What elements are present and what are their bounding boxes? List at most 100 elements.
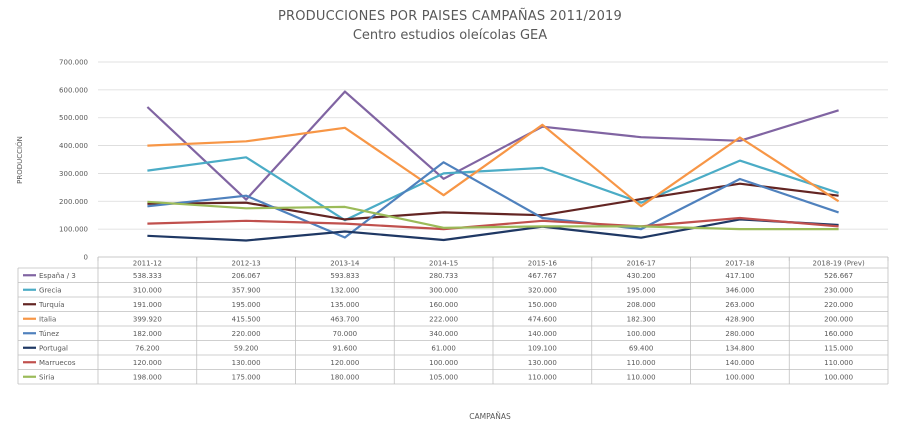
data-label: 417.100 (725, 272, 754, 280)
x-tick-label: 2016-17 (627, 260, 656, 268)
series-line (147, 156, 839, 222)
data-label: 593.833 (330, 272, 359, 280)
chart-title: PRODUCCIONES POR PAISES CAMPAÑAS 2011/20… (277, 9, 623, 24)
y-tick-label: 600.000 (59, 86, 88, 94)
data-label: 69.400 (629, 344, 654, 352)
data-label: 538.333 (133, 272, 162, 280)
data-label: 463.700 (330, 315, 359, 323)
x-tick-label: 2018-19 (Prev) (813, 260, 865, 268)
data-label: 222.000 (429, 315, 458, 323)
data-label: 195.000 (232, 301, 261, 309)
data-label: 340.000 (429, 330, 458, 338)
data-label: 76.200 (135, 344, 160, 352)
data-label: 110.000 (627, 359, 656, 367)
data-label: 182.300 (627, 315, 656, 323)
chart-subtitle: Centro estudios oleícolas GEA (352, 28, 548, 43)
data-label: 320.000 (528, 286, 557, 294)
series-line (147, 161, 839, 239)
data-label: 526.667 (824, 272, 853, 280)
data-label: 134.800 (725, 344, 754, 352)
y-tick-label: 100.000 (59, 226, 88, 234)
data-label: 100.000 (725, 373, 754, 381)
data-label: 399.920 (133, 315, 162, 323)
series-line (147, 218, 839, 242)
data-label: 206.067 (232, 272, 261, 280)
data-label: 467.767 (528, 272, 557, 280)
y-axis-label: PRODUCCIÓN (15, 136, 24, 184)
data-label: 61.000 (431, 344, 456, 352)
data-label: 115.000 (824, 344, 853, 352)
data-label: 182.000 (133, 330, 162, 338)
data-label: 110.000 (824, 359, 853, 367)
y-tick-label: 700.000 (59, 59, 88, 67)
data-label: 280.733 (429, 272, 458, 280)
legend-entry: Marruecos (39, 359, 76, 367)
y-tick-label: 0 (84, 254, 88, 262)
data-label: 208.000 (627, 301, 656, 309)
data-label: 230.000 (824, 286, 853, 294)
series-line (147, 200, 839, 231)
data-label: 280.000 (725, 330, 754, 338)
series-line (147, 123, 840, 208)
data-label: 150.000 (528, 301, 557, 309)
y-tick-label: 400.000 (59, 142, 88, 150)
data-label: 180.000 (330, 373, 359, 381)
data-label: 160.000 (824, 330, 853, 338)
y-tick-label: 200.000 (59, 198, 88, 206)
data-label: 100.000 (429, 359, 458, 367)
data-label: 220.000 (824, 301, 853, 309)
series-lines (146, 90, 840, 242)
data-label: 175.000 (232, 373, 261, 381)
x-tick-label: 2011-12 (133, 260, 162, 268)
data-label: 140.000 (725, 359, 754, 367)
data-label: 310.000 (133, 286, 162, 294)
data-label: 428.900 (725, 315, 754, 323)
data-label: 109.100 (528, 344, 557, 352)
data-label: 191.000 (133, 301, 162, 309)
data-label: 120.000 (330, 359, 359, 367)
data-label: 430.200 (627, 272, 656, 280)
data-label: 474.600 (528, 315, 557, 323)
data-label: 130.000 (528, 359, 557, 367)
legend-entry: Portugal (39, 344, 68, 352)
data-label: 100.000 (824, 373, 853, 381)
data-label: 198.000 (133, 373, 162, 381)
legend-entry: Siria (39, 373, 55, 381)
y-tick-label: 500.000 (59, 114, 88, 122)
x-axis-label: CAMPAÑAS (469, 412, 511, 421)
series-line (147, 216, 839, 231)
data-label: 200.000 (824, 315, 853, 323)
x-tick-label: 2013-14 (330, 260, 360, 268)
data-label: 160.000 (429, 301, 458, 309)
series-line (146, 90, 839, 201)
y-tick-label: 300.000 (59, 170, 88, 178)
data-label: 195.000 (627, 286, 656, 294)
x-tick-label: 2012-13 (232, 260, 261, 268)
x-tick-label: 2015-16 (528, 260, 558, 268)
data-label: 415.500 (232, 315, 261, 323)
legend-entry: Túnez (38, 330, 59, 338)
data-label: 120.000 (133, 359, 162, 367)
data-label: 220.000 (232, 330, 261, 338)
x-tick-label: 2014-15 (429, 260, 458, 268)
data-label: 105.000 (429, 373, 458, 381)
legend-entry: Turquía (38, 301, 65, 309)
data-label: 300.000 (429, 286, 458, 294)
data-label: 135.000 (330, 301, 359, 309)
x-tick-label: 2017-18 (725, 260, 754, 268)
data-label: 70.000 (333, 330, 358, 338)
data-label: 130.000 (232, 359, 261, 367)
data-label: 91.600 (333, 344, 358, 352)
data-label: 140.000 (528, 330, 557, 338)
data-label: 132.000 (330, 286, 359, 294)
data-label: 59.200 (234, 344, 259, 352)
data-label: 357.900 (232, 286, 261, 294)
data-label: 346.000 (725, 286, 754, 294)
legend-entry: Grecia (39, 286, 62, 294)
data-table: 2011-12 2012-13 2013-14 2014-15 2015-16 2016-… (17, 256, 889, 385)
data-label: 110.000 (627, 373, 656, 381)
legend-entry: Italia (39, 315, 56, 323)
data-label: 100.000 (627, 330, 656, 338)
data-label: 110.000 (528, 373, 557, 381)
